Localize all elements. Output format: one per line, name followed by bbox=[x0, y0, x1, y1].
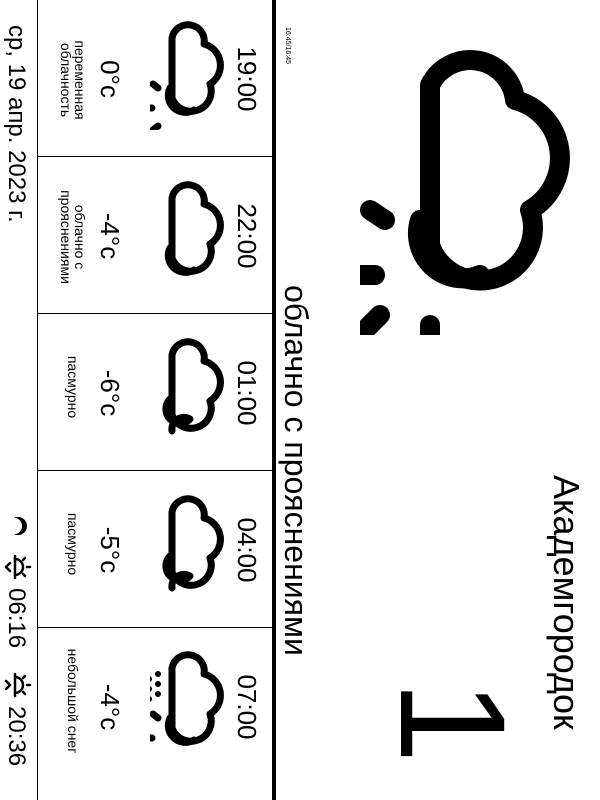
forecast-separator bbox=[37, 156, 273, 157]
forecast-desc: облачно с прояснениями bbox=[58, 190, 88, 284]
forecast-temp: -4°c bbox=[95, 212, 125, 260]
sunrise-time: 06:16 bbox=[3, 588, 30, 649]
partly-cloudy-icon bbox=[150, 21, 224, 130]
forecast-temp: -6°c bbox=[95, 369, 125, 417]
partly-cloudy-icon bbox=[360, 50, 570, 335]
forecast-desc: пасмурно bbox=[65, 512, 81, 576]
forecast-desc: небольшой снег bbox=[65, 648, 81, 754]
light-snow-icon bbox=[150, 651, 224, 746]
footer-date: ср, 19 апр. 2023 г. bbox=[3, 25, 30, 223]
moon-phase-icon bbox=[8, 517, 27, 535]
current-condition: облачно с прояснениями bbox=[278, 285, 314, 656]
forecast-desc: переменная облачность bbox=[58, 40, 88, 120]
forecast-separator bbox=[37, 470, 273, 471]
updated-time: 16:45/16:45 bbox=[284, 27, 291, 64]
current-temperature: 1 bbox=[369, 680, 537, 764]
forecast-separator bbox=[37, 627, 273, 628]
forecast-temp: 0°c bbox=[95, 60, 125, 98]
cloudy-clearing-icon bbox=[164, 181, 224, 276]
sunset-icon bbox=[4, 672, 32, 698]
sunset-time: 20:36 bbox=[3, 706, 30, 767]
forecast-left-border bbox=[37, 0, 38, 800]
main-divider bbox=[272, 0, 276, 800]
overcast-icon bbox=[162, 338, 224, 435]
forecast-desc: пасмурно bbox=[65, 355, 81, 419]
forecast-temp: -4°c bbox=[95, 683, 125, 731]
sunrise-icon bbox=[4, 554, 32, 580]
forecast-separator bbox=[37, 313, 273, 314]
forecast-temp: -5°c bbox=[95, 526, 125, 574]
location-name: Академгородок bbox=[546, 475, 587, 730]
overcast-icon bbox=[162, 495, 224, 592]
